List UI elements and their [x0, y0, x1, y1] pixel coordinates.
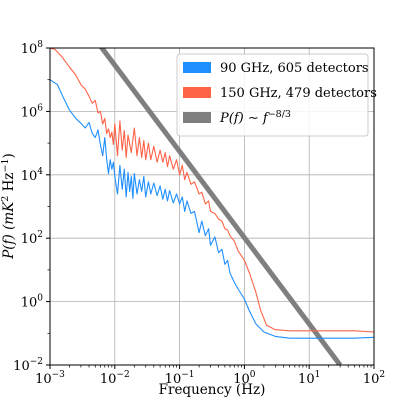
y-tick-label-3: 104 [21, 167, 44, 184]
legend-label-90ghz: 90 GHz, 605 detectors [220, 61, 369, 76]
legend-box [176, 53, 369, 137]
series-line-150ghz [50, 48, 374, 333]
y-axis-title-mid: Hz [1, 173, 17, 196]
y-tick-label-4: 106 [21, 103, 44, 120]
x-tick-label-0: 10−3 [35, 370, 65, 387]
legend: 90 GHz, 605 detectors 150 GHz, 479 detec… [176, 53, 377, 137]
y-axis-title: P(f) (mK2 Hz−1) [0, 153, 17, 260]
y-axis-title-pre: P(f) (mK [1, 201, 17, 260]
y-tick-label-2: 102 [21, 230, 43, 247]
series-line-90ghz [50, 79, 374, 339]
legend-reference-mid: ∼ [244, 111, 263, 126]
x-tick-label-3: 100 [233, 370, 256, 387]
legend-label-reference: P(f) ∼ f−8/3 [219, 109, 291, 126]
series-layer [50, 48, 374, 365]
y-tick-label-1: 100 [21, 294, 44, 311]
x-tick-label-5: 102 [363, 370, 385, 387]
y-axis-title-post: ) [1, 153, 17, 158]
legend-label-150ghz: 150 GHz, 479 detectors [220, 86, 377, 101]
legend-reference-var: f [262, 111, 270, 126]
legend-reference-pre: P(f) [219, 111, 244, 126]
legend-swatch-reference [183, 112, 211, 123]
y-axis-title-exp2: −1 [0, 158, 11, 172]
x-axis-title: Frequency (Hz) [159, 382, 266, 398]
y-tick-label-0: 10−2 [13, 357, 43, 374]
x-tick-label-2: 10−1 [165, 370, 195, 387]
legend-swatch-90ghz [183, 62, 211, 73]
legend-reference-exp: −8/3 [268, 109, 291, 120]
reference-line-f-8-3 [98, 48, 343, 365]
legend-swatch-150ghz [183, 87, 211, 98]
x-tick-label-1: 10−2 [100, 370, 130, 387]
y-tick-label-5: 108 [21, 40, 44, 57]
y-axis-title-exp1: 2 [0, 196, 11, 202]
x-tick-label-4: 101 [298, 370, 320, 387]
